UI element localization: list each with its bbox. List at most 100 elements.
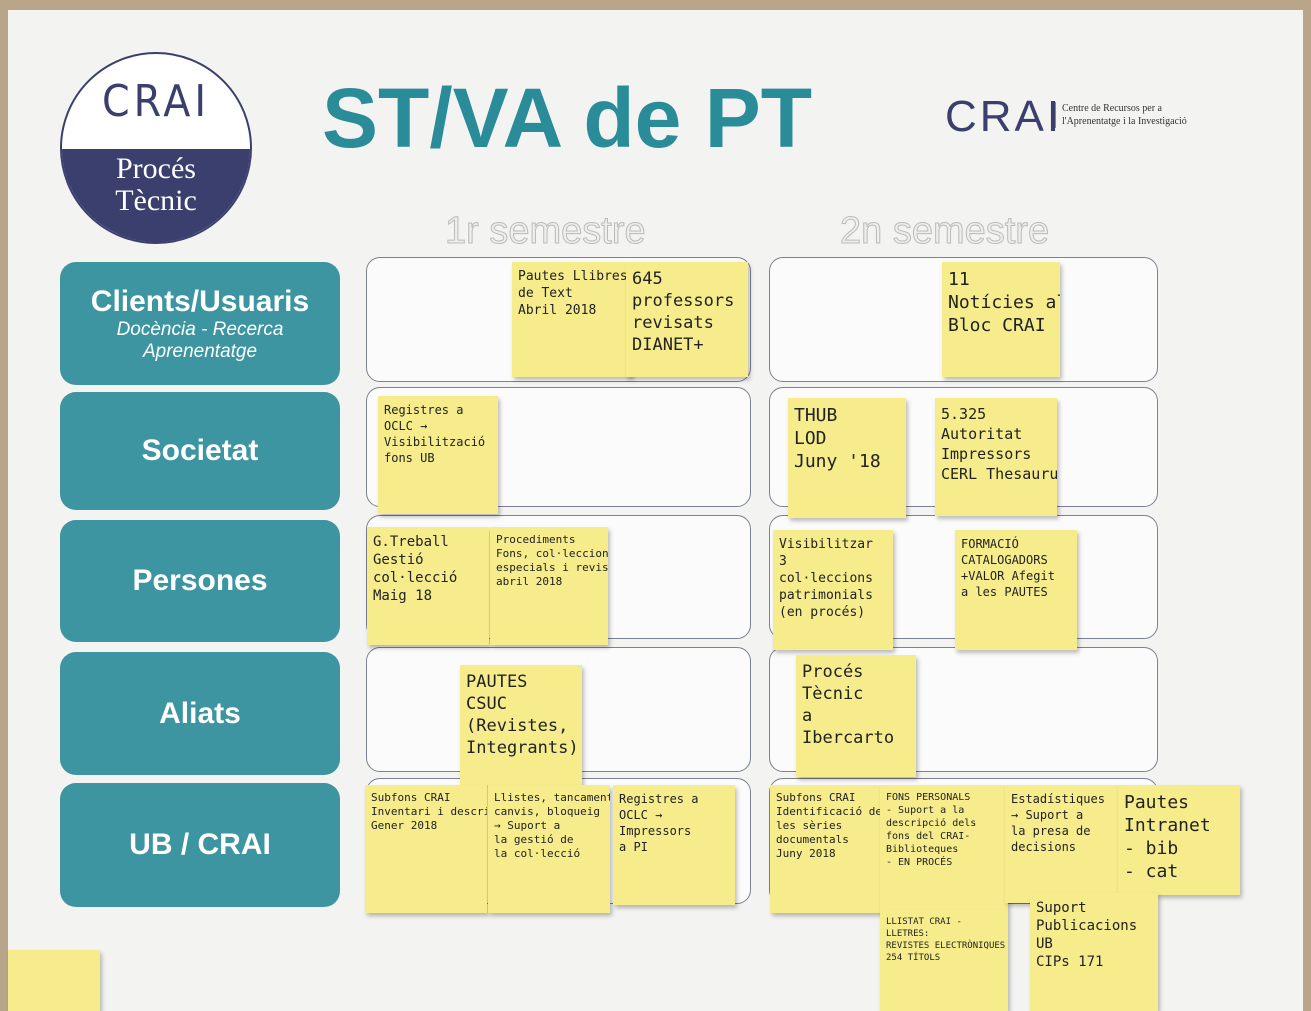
note-line: 3: [779, 554, 787, 569]
note-line: 645: [632, 269, 663, 289]
row-title: Persones: [132, 564, 268, 597]
note-line: - EN PROCÉS: [886, 857, 953, 868]
sticky-note: FORMACIÓ CATALOGADORS +VALOR Afegit a les P…: [955, 530, 1077, 650]
note-line: G.Treball: [373, 534, 449, 550]
note-line: Juny '18: [794, 451, 881, 472]
note-line: patrimonials: [779, 588, 873, 603]
row-title: Clients/Usuaris: [90, 284, 310, 318]
logo-band: Procés Tècnic: [62, 149, 250, 242]
note-line: (Revistes,: [466, 716, 569, 736]
note-line: OCLC →: [619, 808, 663, 822]
note-line: CSUC: [466, 694, 507, 714]
note-line: documentals: [776, 833, 849, 846]
sticky-note: Llistes, tancament, canvis, bloqueig → Sup…: [488, 785, 610, 913]
note-line: revisats: [632, 313, 714, 333]
row-label: UB / CRAI: [60, 783, 340, 907]
note-line: a les PAUTES: [961, 585, 1048, 599]
note-line: Registres a: [384, 403, 464, 417]
note-line: col·lecció: [373, 570, 458, 586]
sticky-note: Suport Publicacions UB CIPs 171: [1030, 893, 1158, 1011]
note-line: (en procés): [779, 605, 866, 620]
note-line: Bloc CRAI: [948, 315, 1046, 336]
logo-text: Tècnic: [115, 184, 197, 217]
note-line: 11: [948, 269, 970, 290]
note-line: LLETRES:: [886, 929, 930, 939]
note-line: → Suport a: [1011, 808, 1084, 822]
note-line: CATALOGADORS: [961, 553, 1048, 567]
note-line: de Text: [518, 286, 573, 301]
note-line: Fons, col·leccions: [496, 547, 608, 560]
note-line: FONS PERSONALS: [886, 792, 971, 803]
sticky-note: Subfons CRAI Identificació de les sèries do…: [770, 785, 882, 913]
column-header: 2n semestre: [839, 210, 1050, 253]
note-line: UB: [1036, 936, 1053, 952]
note-line: Llistes, tancament,: [494, 791, 610, 804]
note-line: CERL Thesaurus: [941, 465, 1057, 483]
note-line: canvis, bloqueig: [494, 805, 600, 818]
note-line: - cat: [1124, 861, 1179, 882]
brand-subtitle: Centre de Recursos per a l'Aprenentatge i…: [1055, 102, 1187, 128]
note-line: decisions: [1011, 840, 1077, 854]
note-line: Procediments: [496, 533, 576, 546]
note-line: Notícies al: [948, 292, 1060, 313]
note-line: → Suport a: [494, 819, 561, 832]
note-line: 254 TÍTOLS: [886, 953, 941, 963]
brand-line: l'Aprenentatge i la Investigació: [1062, 116, 1187, 127]
brand-line: Centre de Recursos per a: [1062, 103, 1162, 114]
note-line: Pautes: [1124, 792, 1190, 813]
sticky-note: Pautes Intranet - bib - cat: [1118, 785, 1240, 895]
note-line: Pautes Llibres: [518, 269, 628, 284]
note-line: - Suport a la: [886, 805, 965, 816]
row-label: Persones: [60, 520, 340, 642]
sticky-note: 11 Notícies al Bloc CRAI: [942, 262, 1060, 377]
note-line: Biblioteques: [886, 844, 959, 855]
note-line: Registres a: [619, 792, 699, 806]
note-line: Gestió: [373, 552, 424, 568]
title: ST/VA de PT: [322, 71, 813, 165]
note-line: Publicacions: [1036, 918, 1138, 934]
note-line: CIPs 171: [1036, 954, 1104, 970]
row-subtitle: Docència - Recerca: [116, 318, 284, 340]
note-line: Abril 2018: [518, 303, 597, 318]
note-line: 5.325: [941, 405, 987, 423]
sticky-note: Visibilitzar 3 col·leccions patrimonials (en…: [773, 530, 893, 650]
note-line: Estadístiques: [1011, 792, 1105, 806]
column-header: 1r semestre: [445, 210, 647, 253]
sticky-note: Pautes Llibres de Text Abril 2018: [512, 262, 632, 377]
note-line: Impressors: [619, 824, 692, 838]
sticky-note: Registres a OCLC → Visibilització fons UB: [378, 396, 498, 514]
note-line: col·leccions: [779, 571, 873, 586]
note-line: professors: [632, 291, 735, 311]
note-line: especials i revistes: [496, 561, 608, 574]
sticky-note: [8, 950, 100, 1011]
note-line: OCLC →: [384, 419, 428, 433]
note-line: la presa de: [1011, 824, 1091, 838]
sticky-note: 645 professors revisats DIANET+: [626, 262, 748, 377]
note-line: Intranet: [1124, 815, 1211, 836]
brand: CRAI: [945, 92, 1063, 141]
note-line: REVISTES ELECTRÒNIQUES CATALOGADES: [886, 941, 1008, 951]
note-line: PAUTES: [466, 672, 528, 692]
sticky-note: G.Treball Gestió col·lecció Maig 18: [367, 527, 489, 645]
note-line: Juny 2018: [776, 847, 836, 860]
note-line: a: [802, 706, 813, 726]
sticky-note: Registres a OCLC → Impressors a PI: [613, 785, 735, 905]
logo: CRAI Procés Tècnic: [60, 52, 252, 244]
sticky-note: Procediments Fons, col·leccions especials …: [490, 527, 608, 645]
note-line: la gestió de: [494, 833, 574, 846]
row-label: Aliats: [60, 652, 340, 775]
note-line: Subfons CRAI: [776, 791, 856, 804]
row-label: Clients/Usuaris Docència - Recerca Aprenen…: [60, 262, 340, 385]
note-line: la col·lecció: [494, 847, 581, 860]
note-line: Gener 2018: [371, 819, 438, 832]
sticky-note: Procés Tècnic a Ibercarto: [796, 655, 916, 777]
sticky-note: PAUTES CSUC (Revistes, Integrants): [460, 665, 582, 785]
row-title: Societat: [141, 434, 259, 467]
sticky-note: LLISTAT CRAI - LLETRES: REVISTES ELECTRÒNI…: [880, 910, 1008, 1011]
logo-text: CRAI: [101, 76, 211, 127]
row-title: UB / CRAI: [129, 828, 271, 861]
note-line: LLISTAT CRAI -: [886, 917, 962, 927]
note-line: Identificació de: [776, 805, 882, 818]
